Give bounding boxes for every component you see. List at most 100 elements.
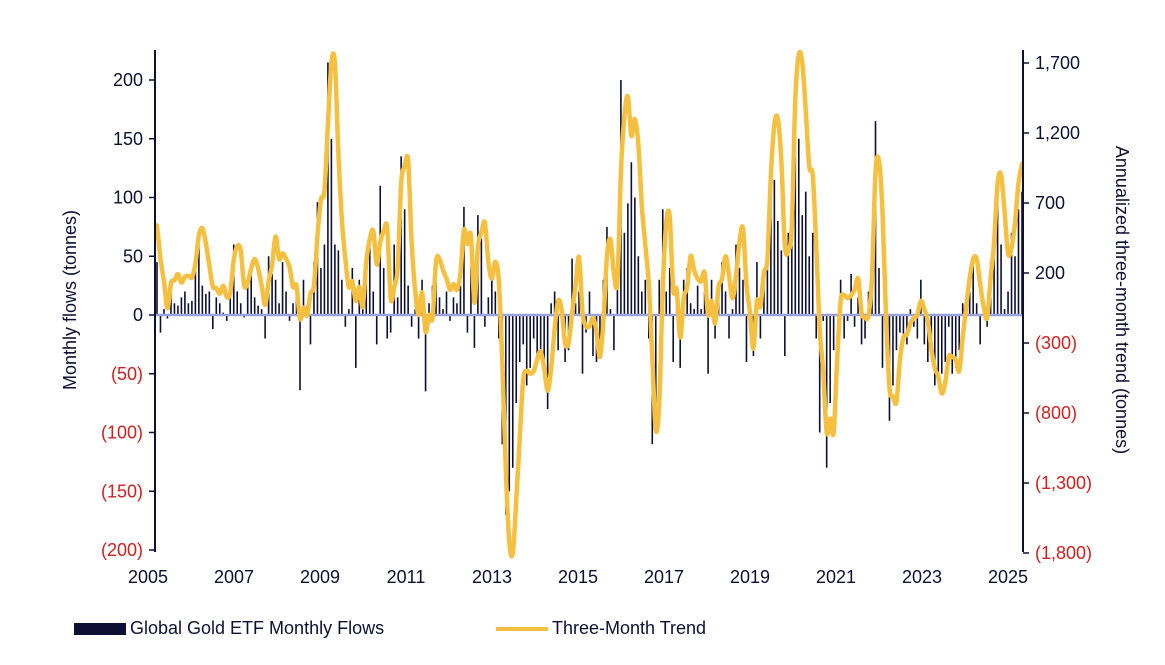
bar — [344, 315, 347, 327]
bar — [721, 262, 723, 315]
bar — [937, 315, 940, 380]
y2-tick-label: (300) — [1035, 333, 1077, 353]
x-tick-label: 2009 — [300, 567, 340, 587]
bar — [634, 197, 636, 315]
bar — [581, 315, 584, 374]
bar — [808, 256, 811, 315]
bar — [330, 138, 333, 315]
bar — [923, 315, 926, 345]
bar — [574, 303, 577, 315]
bar — [403, 209, 406, 315]
bar — [832, 315, 835, 351]
bar — [229, 293, 232, 315]
y-tick-label: (50) — [111, 364, 143, 384]
bar — [804, 191, 807, 315]
bar — [536, 315, 538, 362]
y-tick-label: 150 — [113, 129, 143, 149]
bar — [710, 279, 713, 315]
x-ticks: 2005 2007 2009 2011 2013 2015 2017 2019 2021 2023… — [128, 567, 1028, 587]
bar — [902, 315, 905, 339]
legend-item-flows: Global Gold ETF Monthly Flows — [74, 618, 384, 639]
y2-tick-label: (1,300) — [1035, 473, 1092, 493]
bar — [539, 315, 542, 351]
bar — [794, 91, 797, 315]
bar — [410, 315, 413, 327]
bar — [825, 315, 828, 468]
bar — [288, 315, 291, 321]
y-tick-label: 100 — [113, 188, 143, 208]
y-tick-label: (150) — [101, 481, 143, 501]
bar — [1000, 244, 1002, 315]
bar — [278, 303, 280, 315]
bar — [738, 268, 741, 315]
bar — [191, 300, 193, 315]
bar — [815, 315, 818, 339]
legend-label-flows: Global Gold ETF Monthly Flows — [130, 618, 385, 638]
bar — [292, 303, 294, 315]
bar — [916, 315, 919, 339]
bar — [728, 315, 730, 339]
bar — [299, 315, 301, 391]
bar — [184, 291, 186, 315]
bar — [773, 179, 776, 315]
bar — [470, 268, 472, 315]
bar — [975, 303, 978, 315]
y-tick-label: 0 — [133, 305, 143, 325]
bar — [818, 315, 821, 433]
bar — [811, 232, 814, 315]
bar — [515, 315, 518, 404]
y2-tick-label: (800) — [1035, 403, 1077, 423]
bar — [763, 285, 765, 315]
bar — [944, 315, 947, 362]
bar — [979, 315, 981, 345]
bar — [745, 315, 748, 362]
bar — [954, 315, 957, 368]
y-tick-label: (100) — [101, 423, 143, 443]
bar — [731, 309, 734, 315]
bar — [208, 291, 211, 315]
bar — [654, 315, 657, 433]
bar — [473, 315, 476, 348]
bar — [641, 291, 643, 315]
bar — [372, 291, 375, 315]
x-tick-label: 2013 — [472, 567, 512, 587]
bar — [658, 279, 661, 315]
bar — [274, 279, 277, 315]
bar — [668, 268, 671, 315]
bar — [784, 315, 786, 357]
bar — [396, 297, 399, 315]
bar — [480, 238, 483, 315]
x-tick-label: 2007 — [214, 567, 254, 587]
bar — [930, 315, 933, 339]
y-tick-label: 50 — [123, 246, 143, 266]
bar — [759, 315, 762, 339]
bar — [630, 162, 633, 315]
bar — [878, 268, 880, 315]
bar — [511, 315, 514, 468]
bar — [218, 303, 221, 315]
bar — [968, 291, 971, 315]
bar — [518, 315, 521, 362]
bar — [529, 315, 532, 368]
x-tick-label: 2015 — [558, 567, 598, 587]
bar — [417, 315, 420, 339]
bar — [899, 315, 901, 333]
bar — [829, 315, 831, 404]
bar — [909, 309, 912, 315]
bar — [309, 315, 312, 345]
bar — [459, 285, 462, 315]
legend-label-trend: Three-Month Trend — [552, 618, 707, 638]
bar — [198, 244, 200, 315]
bar — [700, 309, 702, 315]
x-tick-label: 2017 — [644, 567, 684, 587]
bar — [212, 315, 214, 330]
bar — [487, 297, 490, 315]
legend-item-trend: Three-Month Trend — [496, 618, 706, 639]
bar — [696, 285, 699, 315]
bar — [466, 315, 469, 333]
bar — [449, 315, 451, 321]
bar — [264, 315, 266, 339]
bar — [920, 279, 922, 315]
bar — [368, 232, 371, 315]
